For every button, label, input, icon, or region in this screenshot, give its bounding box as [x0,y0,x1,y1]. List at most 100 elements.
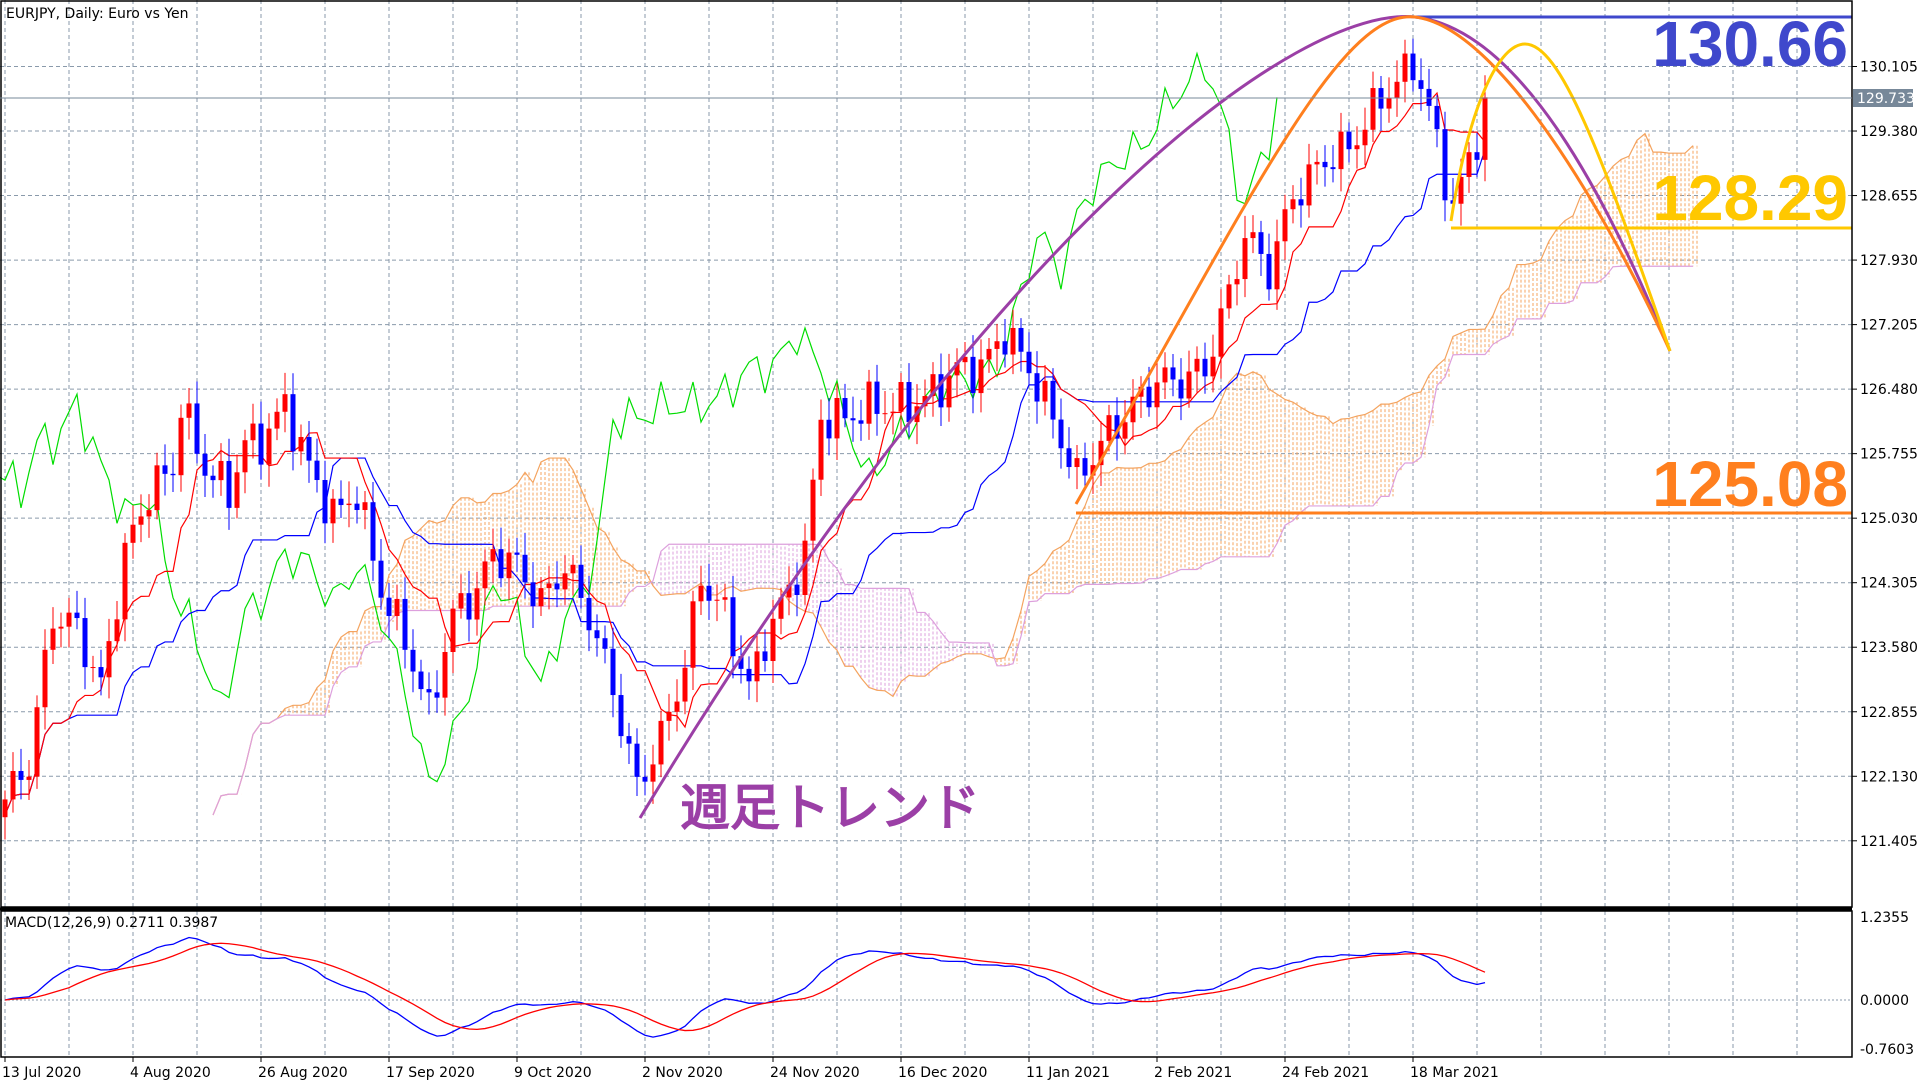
candle-down [634,743,640,777]
candle-up [1250,232,1256,239]
candle-down [434,692,440,698]
orange-trend-curve[interactable] [1074,15,1672,505]
candle-down [1442,129,1448,201]
candle-up [1282,209,1288,242]
candle-up [458,593,464,609]
y-tick-label: 128.655 [1860,189,1918,205]
macd-label: MACD(12,26,9) 0.2711 0.3987 [5,915,218,931]
senkou-span-a [212,132,1694,816]
candle-up [986,348,992,360]
candle-down [466,593,472,620]
candle-up [946,375,952,408]
current-price-box [1853,89,1913,107]
candle-down [1114,415,1120,439]
candle-down [370,502,376,561]
y-tick-label: 130.105 [1860,60,1918,76]
x-tick-label: 16 Dec 2020 [898,1065,987,1080]
macd-panel-frame [0,910,1853,1058]
candle-down [642,776,648,782]
candle-up [34,707,40,777]
candle-up [250,423,256,441]
time-axis[interactable]: 13 Jul 2020 4 Aug 2020 26 Aug 2020 17 Sep 2… [2,1057,1499,1080]
candle-down [306,436,312,461]
candle-up [1226,284,1232,309]
candle-up [330,498,336,524]
candle-up [1402,53,1408,82]
candle-down [1034,373,1040,402]
y-tick-label: 125.030 [1860,511,1918,527]
macd-tick-label: 0.0000 [1860,993,1909,1009]
candle-down [1410,53,1416,81]
candle-down [1002,341,1008,355]
x-tick-label: 2 Feb 2021 [1154,1065,1232,1080]
candle-down [226,460,232,508]
x-tick-label: 17 Sep 2020 [386,1065,475,1080]
candle-up [1290,199,1296,210]
grid [0,0,1852,1057]
candle-up [810,479,816,541]
candle-up [1362,129,1368,146]
candle-down [426,689,432,693]
candle-up [1098,440,1104,466]
candle-up [506,552,512,579]
macd-tick-label: 1.2355 [1860,910,1909,926]
candle-up [1090,465,1096,476]
candle-down [1082,458,1088,476]
candle-up [90,667,96,669]
price-axis[interactable]: 130.105 129.380 128.655 127.930 127.205 126.4… [1852,60,1918,1059]
candle-down [850,418,856,421]
candle-up [778,597,784,619]
y-tick-label: 123.580 [1860,640,1918,656]
level-label-high: 130.66 [1652,8,1848,80]
candle-up [266,428,272,465]
candle-down [1434,105,1440,130]
candle-up [1234,279,1240,285]
candle-down [858,420,864,424]
candle-down [322,480,328,524]
candle-down [578,564,584,598]
level-label-mid: 128.29 [1652,162,1848,234]
candle-down [594,630,600,639]
candle-down [610,648,616,696]
candle-up [562,573,568,590]
candle-up [1354,145,1360,150]
candle-up [1338,131,1344,170]
candle-down [210,475,216,481]
candle-up [658,720,664,765]
candle-down [938,374,944,408]
x-tick-label: 24 Feb 2021 [1282,1065,1369,1080]
candle-down [1170,367,1176,380]
candle-down [1474,152,1480,160]
candle-up [298,436,304,452]
candle-up [1394,81,1400,99]
candle-up [474,588,480,620]
candle-up [786,584,792,598]
yellow-trend-curve[interactable] [1449,42,1672,352]
level-label-low: 125.08 [1652,448,1848,520]
candle-up [1210,356,1216,377]
candle-up [490,549,496,562]
candle-down [554,583,560,590]
candle-down [874,381,880,414]
purple-trend-curve[interactable] [638,15,1672,819]
candle-up [890,411,896,414]
candle-down [1346,131,1352,150]
candle-up [546,583,552,589]
candle-up [1154,382,1160,408]
candle-up [650,764,656,782]
candle-down [410,649,416,672]
candles [2,38,1488,840]
candle-up [50,628,56,650]
candle-down [706,585,712,601]
candle-down [402,598,408,650]
y-tick-label: 124.305 [1860,576,1918,592]
macd-tick-label: -0.7603 [1860,1042,1914,1058]
candle-down [98,667,104,678]
x-tick-label: 13 Jul 2020 [2,1065,81,1080]
candle-down [202,453,208,476]
candle-up [1106,415,1112,441]
chart-title: EURJPY, Daily: Euro vs Yen [6,6,189,22]
candle-up [818,419,824,480]
ichimoku-lines [0,51,1694,816]
